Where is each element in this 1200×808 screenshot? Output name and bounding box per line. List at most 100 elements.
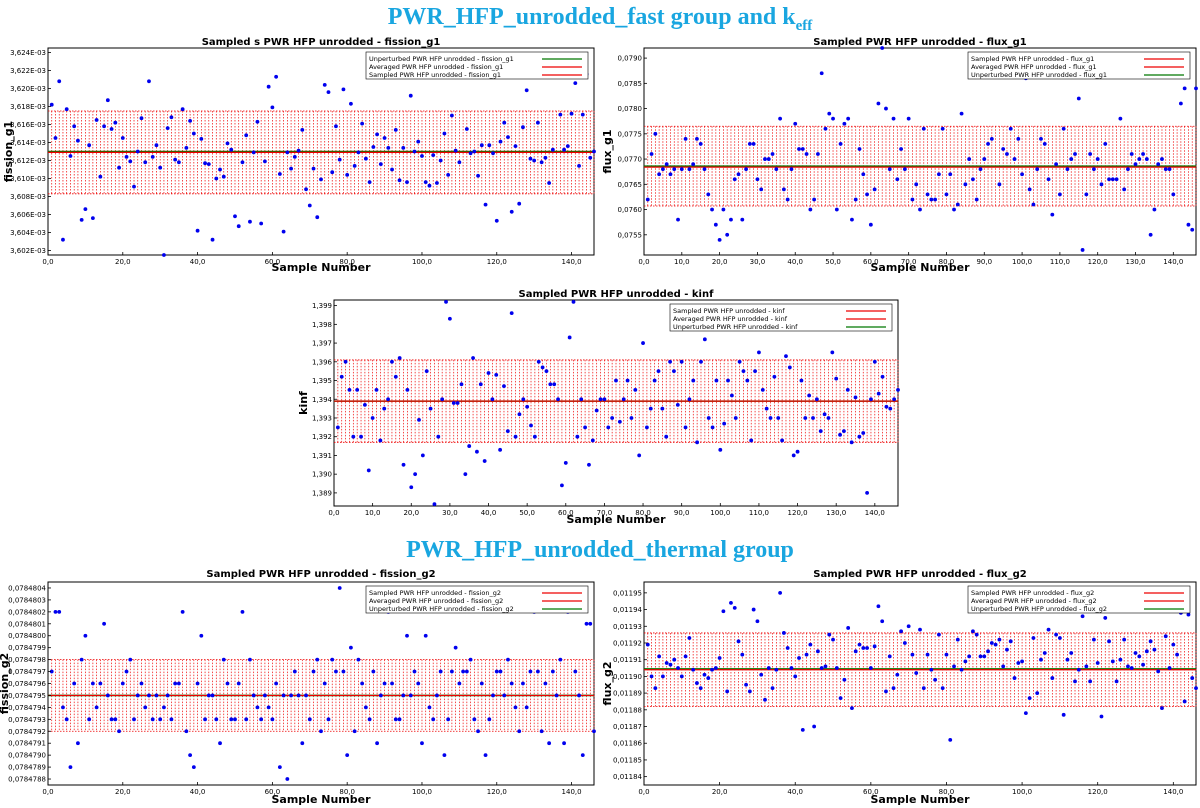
data-point — [513, 144, 518, 149]
data-point — [438, 669, 443, 674]
data-point — [143, 160, 148, 165]
data-point — [506, 657, 510, 662]
data-point — [914, 671, 919, 675]
data-point — [592, 149, 596, 154]
data-point — [483, 753, 488, 758]
data-point — [986, 142, 990, 146]
x-tick-label: 60,0 — [863, 788, 879, 796]
data-point — [1061, 126, 1066, 131]
data-point — [98, 174, 103, 179]
data-point — [68, 765, 73, 769]
data-point — [1122, 637, 1127, 642]
data-point — [902, 167, 907, 172]
data-point — [967, 157, 972, 161]
data-point — [79, 657, 84, 662]
data-point — [1016, 136, 1021, 141]
data-point — [808, 642, 813, 647]
data-point — [573, 669, 578, 674]
data-point — [850, 217, 854, 222]
data-point — [713, 666, 718, 670]
data-point — [780, 438, 785, 443]
data-point — [1186, 222, 1191, 227]
x-tick-label: 60,0 — [558, 509, 574, 517]
data-point — [296, 148, 301, 153]
data-point — [1133, 162, 1138, 167]
data-point — [124, 155, 129, 159]
data-point — [471, 356, 475, 360]
data-point — [446, 173, 451, 177]
data-point — [72, 681, 77, 686]
data-point — [1129, 666, 1134, 670]
data-point — [978, 654, 983, 659]
y-tick-label: 3,612E-03 — [10, 157, 46, 165]
data-point — [370, 416, 375, 420]
data-point — [105, 98, 110, 103]
x-tick-label: 110,0 — [1050, 258, 1070, 266]
data-point — [1144, 157, 1149, 161]
data-point — [371, 145, 376, 149]
data-point — [664, 434, 669, 439]
data-point — [1114, 177, 1119, 182]
data-point — [367, 717, 372, 722]
data-point — [128, 159, 133, 164]
data-point — [371, 669, 376, 674]
data-point — [1054, 632, 1059, 637]
data-point — [706, 676, 711, 680]
data-point — [695, 440, 700, 445]
data-point — [933, 677, 938, 682]
data-point — [475, 449, 479, 454]
data-point — [834, 666, 839, 670]
x-axis-label: Sample Number — [567, 513, 667, 526]
data-point — [755, 619, 760, 624]
data-point — [195, 228, 200, 233]
data-point — [823, 126, 828, 131]
data-point — [416, 681, 421, 686]
data-point — [150, 155, 155, 159]
data-point — [747, 689, 752, 694]
data-point — [304, 693, 308, 698]
data-point — [424, 369, 429, 374]
x-tick-label: 140,0 — [1163, 788, 1183, 796]
data-point — [845, 387, 850, 392]
data-point — [803, 416, 808, 420]
data-point — [865, 192, 869, 197]
data-point — [955, 637, 960, 642]
data-point — [90, 681, 95, 686]
data-point — [558, 112, 563, 117]
data-point — [849, 440, 854, 445]
data-point — [1194, 686, 1198, 690]
data-point — [892, 397, 897, 402]
data-point — [797, 656, 801, 660]
data-point — [974, 632, 979, 637]
data-point — [989, 136, 994, 141]
data-point — [1137, 654, 1142, 659]
data-point — [447, 316, 452, 321]
data-point — [1076, 667, 1081, 672]
x-tick-label: 80,0 — [339, 788, 355, 796]
data-point — [154, 143, 159, 148]
data-point — [614, 378, 618, 383]
data-point — [955, 202, 960, 207]
data-point — [366, 468, 371, 473]
x-tick-label: 140,0 — [562, 788, 582, 796]
y-tick-label: 0,0784801 — [8, 620, 46, 628]
y-tick-label: 0,0785 — [618, 80, 643, 88]
data-point — [1194, 86, 1198, 91]
data-point — [494, 669, 499, 674]
x-tick-label: 80,0 — [339, 258, 355, 266]
data-point — [744, 167, 748, 172]
data-point — [721, 207, 726, 212]
data-point — [345, 173, 350, 177]
x-tick-label: 20,0 — [115, 788, 131, 796]
data-point — [621, 397, 626, 402]
data-point — [1042, 142, 1047, 146]
data-point — [648, 406, 653, 411]
data-point — [57, 609, 62, 614]
data-point — [374, 387, 379, 392]
x-tick-label: 130,0 — [1125, 258, 1145, 266]
data-point — [664, 162, 669, 167]
data-point — [285, 777, 290, 781]
data-point — [214, 717, 219, 722]
x-tick-label: 120,0 — [1088, 258, 1108, 266]
data-point — [509, 311, 514, 316]
